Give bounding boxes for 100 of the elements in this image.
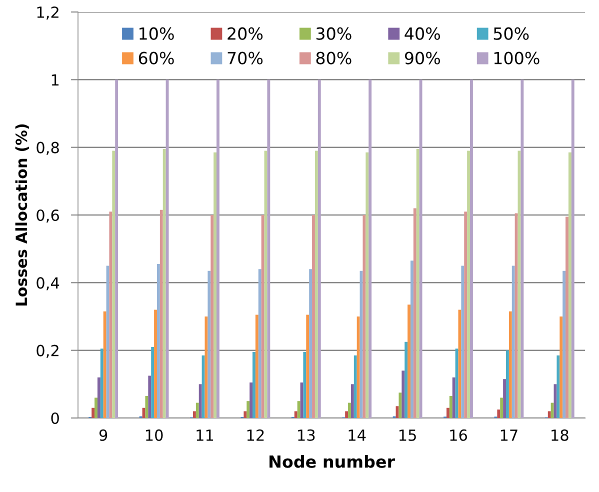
bar — [366, 152, 369, 418]
bar — [446, 408, 450, 418]
legend-label: 50% — [494, 27, 529, 40]
bar — [100, 348, 104, 418]
bar — [449, 396, 452, 418]
bar — [416, 149, 420, 418]
bar — [452, 377, 456, 418]
bar — [318, 80, 321, 418]
bar — [145, 396, 148, 418]
x-tick-label: 9 — [99, 429, 108, 441]
bar — [571, 80, 574, 418]
bar — [261, 215, 264, 418]
bar — [419, 80, 422, 418]
bar — [258, 269, 262, 418]
bar — [402, 370, 405, 418]
x-tick-label: 12 — [247, 429, 264, 441]
y-axis-title: Losses Allocation (%) — [15, 124, 29, 306]
bar — [464, 212, 468, 418]
bar — [560, 316, 563, 418]
legend-label: 80% — [316, 52, 352, 64]
bar — [550, 402, 554, 418]
bar — [362, 215, 366, 418]
bar — [192, 411, 196, 418]
bar — [252, 352, 256, 418]
legend-label: 100% — [494, 52, 540, 64]
bar — [103, 311, 106, 418]
bar — [566, 216, 568, 418]
y-tick-label: 0,4 — [36, 277, 60, 290]
bar — [267, 80, 270, 418]
x-tick-label: 10 — [146, 429, 163, 441]
y-tick-label: 0 — [51, 412, 59, 424]
bar — [508, 311, 512, 418]
bar — [154, 310, 157, 418]
bar — [356, 316, 360, 418]
bar — [520, 80, 524, 418]
bar — [250, 382, 253, 418]
bar — [455, 348, 458, 418]
bar — [500, 398, 504, 418]
bar — [112, 150, 116, 418]
y-tick-label: 1,2 — [37, 6, 58, 20]
bar — [94, 398, 98, 418]
bar — [514, 213, 518, 418]
bar — [148, 376, 152, 418]
bar — [97, 377, 100, 418]
bar — [297, 401, 300, 418]
legend-label: 20% — [228, 27, 263, 40]
bar — [398, 392, 402, 418]
bar — [306, 314, 310, 418]
bar — [156, 264, 160, 418]
x-tick-label: 11 — [196, 430, 214, 441]
bar — [162, 149, 166, 418]
bar — [467, 150, 470, 418]
bar — [210, 215, 214, 418]
legend-label: 30% — [316, 27, 352, 40]
bar — [470, 80, 473, 418]
x-tick-label: 15 — [400, 430, 416, 441]
bar — [348, 402, 351, 418]
bar — [461, 266, 464, 418]
bar — [198, 384, 202, 418]
bar — [208, 270, 211, 418]
x-axis-title: Node number — [270, 455, 395, 468]
bar — [309, 269, 312, 418]
bar — [214, 152, 217, 418]
y-tick-label: 0,2 — [36, 344, 58, 358]
bar — [503, 379, 506, 418]
bar — [556, 355, 560, 418]
legend-label: 40% — [404, 27, 440, 40]
legend-label: 70% — [228, 52, 263, 64]
bar — [497, 410, 500, 418]
bar — [92, 408, 95, 418]
y-tick-label: 0,6 — [36, 209, 59, 223]
bar — [350, 384, 354, 418]
x-tick-label: 13 — [298, 429, 315, 441]
bar — [166, 80, 169, 418]
bar — [115, 80, 118, 418]
bar — [160, 210, 163, 418]
x-tick-label: 17 — [500, 430, 518, 441]
legend-label: 90% — [404, 52, 440, 64]
bar — [255, 314, 258, 418]
bar — [512, 266, 515, 418]
legend-label: 10% — [140, 27, 174, 40]
bar — [410, 260, 414, 418]
bar — [368, 80, 372, 418]
bar — [408, 304, 410, 418]
bar — [562, 270, 566, 418]
bar — [548, 411, 551, 418]
bar — [413, 208, 416, 418]
bar — [294, 411, 298, 418]
bar — [312, 215, 315, 418]
legend-label: 60% — [138, 52, 174, 64]
bar — [354, 355, 357, 418]
bar — [204, 316, 208, 418]
bar — [314, 150, 318, 418]
bar — [109, 212, 112, 418]
bar — [506, 350, 509, 418]
bar — [151, 346, 154, 418]
bar — [246, 401, 250, 418]
y-tick-label: 1 — [52, 74, 59, 86]
bar — [568, 152, 572, 418]
y-tick-label: 0,8 — [36, 142, 59, 155]
